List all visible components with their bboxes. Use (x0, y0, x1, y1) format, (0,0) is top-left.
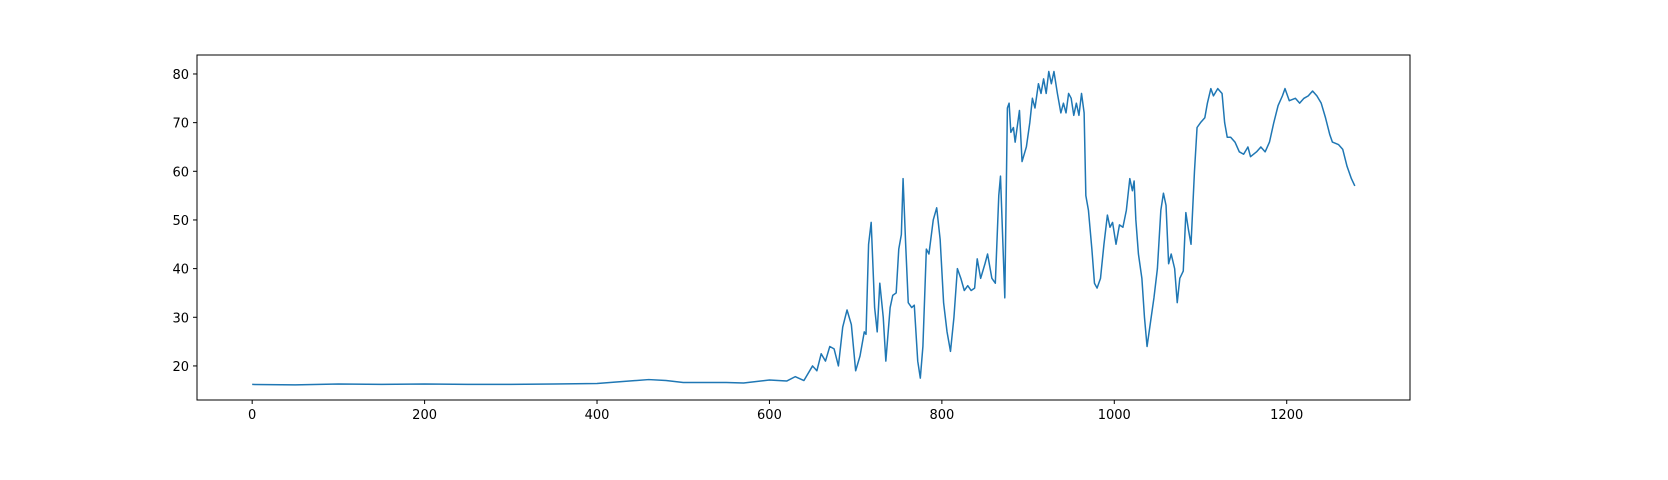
y-tick-label: 70 (172, 117, 189, 132)
y-tick-label: 20 (172, 360, 189, 375)
x-tick-label: 1200 (1270, 408, 1303, 423)
x-tick-label: 800 (929, 408, 954, 423)
plot-frame (196, 54, 1411, 401)
y-tick-label: 30 (172, 311, 189, 326)
x-tick-label: 400 (585, 408, 610, 423)
y-tick-label: 60 (172, 165, 189, 180)
y-tick-label: 80 (172, 68, 189, 83)
x-tick-label: 1000 (1098, 408, 1131, 423)
x-tick-label: 200 (412, 408, 437, 423)
x-tick-label: 0 (248, 408, 256, 423)
data-line (252, 70, 1356, 386)
x-tick-label: 600 (757, 408, 782, 423)
y-tick-label: 40 (172, 263, 189, 278)
y-tick-label: 50 (172, 214, 189, 229)
